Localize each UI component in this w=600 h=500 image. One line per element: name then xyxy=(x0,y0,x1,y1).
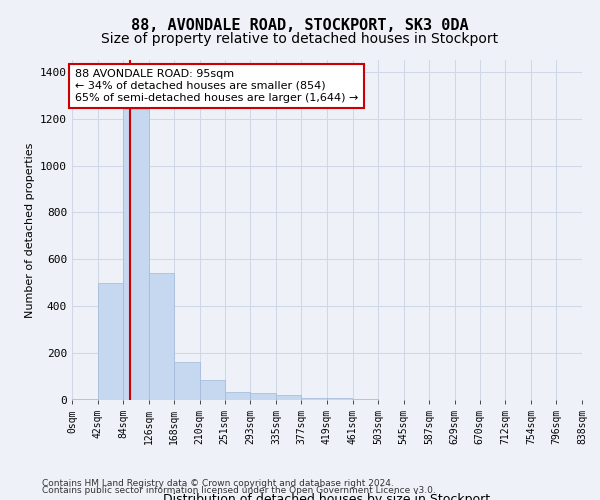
Bar xyxy=(353,399,378,400)
Y-axis label: Number of detached properties: Number of detached properties xyxy=(25,142,35,318)
X-axis label: Distribution of detached houses by size in Stockport: Distribution of detached houses by size … xyxy=(163,493,491,500)
Bar xyxy=(276,396,301,400)
Bar xyxy=(250,393,276,400)
Text: Contains HM Land Registry data © Crown copyright and database right 2024.: Contains HM Land Registry data © Crown c… xyxy=(42,478,394,488)
Bar xyxy=(175,362,200,400)
Bar xyxy=(149,274,174,400)
Bar xyxy=(98,283,123,400)
Bar xyxy=(72,399,97,400)
Text: 88 AVONDALE ROAD: 95sqm
← 34% of detached houses are smaller (854)
65% of semi-d: 88 AVONDALE ROAD: 95sqm ← 34% of detache… xyxy=(75,70,358,102)
Bar xyxy=(200,380,225,400)
Text: Size of property relative to detached houses in Stockport: Size of property relative to detached ho… xyxy=(101,32,499,46)
Text: 88, AVONDALE ROAD, STOCKPORT, SK3 0DA: 88, AVONDALE ROAD, STOCKPORT, SK3 0DA xyxy=(131,18,469,32)
Text: Contains public sector information licensed under the Open Government Licence v3: Contains public sector information licen… xyxy=(42,486,436,495)
Bar xyxy=(225,392,250,400)
Bar xyxy=(327,398,352,400)
Bar xyxy=(302,398,327,400)
Bar xyxy=(123,109,149,400)
